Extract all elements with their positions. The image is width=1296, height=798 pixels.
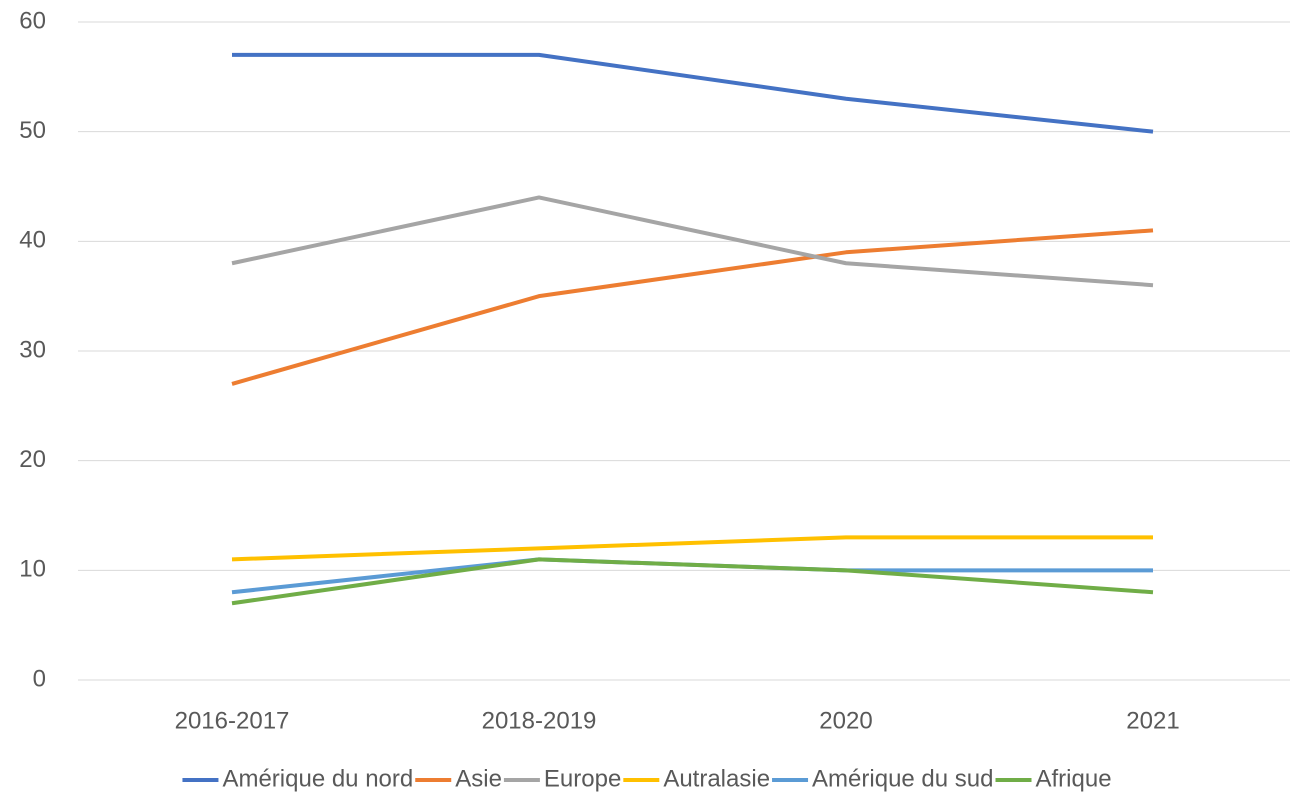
series-line	[231, 228, 1154, 386]
series-line	[231, 557, 1154, 606]
legend-label: Amérique du sud	[812, 765, 993, 792]
y-tick-label: 60	[19, 7, 46, 34]
legend-label: Europe	[544, 765, 621, 792]
x-tick-label: 2020	[819, 707, 872, 734]
x-tick-label: 2016-2017	[175, 707, 290, 734]
y-tick-label: 0	[33, 665, 46, 692]
y-tick-label: 20	[19, 446, 46, 473]
series-line	[231, 195, 1154, 288]
legend-label: Asie	[455, 765, 502, 792]
y-tick-label: 50	[19, 117, 46, 144]
series-line	[232, 52, 1154, 134]
legend-label: Autralasie	[663, 765, 770, 792]
legend-label: Amérique du nord	[222, 765, 413, 792]
y-tick-label: 10	[19, 556, 46, 583]
x-tick-label: 2021	[1126, 707, 1179, 734]
legend-label: Afrique	[1036, 765, 1112, 792]
x-tick-label: 2018-2019	[482, 707, 597, 734]
y-tick-label: 30	[19, 336, 46, 363]
series-line	[231, 535, 1153, 562]
y-tick-label: 40	[19, 227, 46, 254]
